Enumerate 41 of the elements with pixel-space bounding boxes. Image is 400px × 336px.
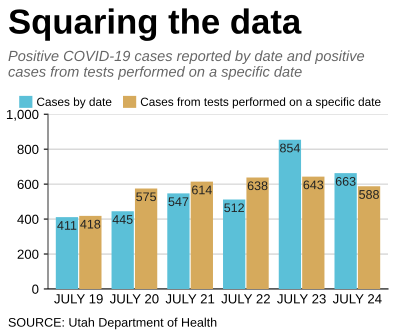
- x-tick-label: JULY 21: [166, 294, 214, 304]
- data-label: 418: [80, 220, 100, 229]
- data-label: 643: [304, 180, 324, 190]
- data-label: 614: [192, 186, 212, 194]
- bar: [56, 217, 78, 289]
- x-tick-label: JULY 19: [54, 294, 103, 304]
- data-label: 575: [136, 192, 156, 202]
- bar: [79, 216, 102, 289]
- bar: [358, 186, 380, 289]
- legend-label: Cases by date: [37, 97, 112, 108]
- data-label: 854: [280, 144, 300, 152]
- y-tick-label: 400: [17, 214, 38, 224]
- bar: [190, 182, 213, 289]
- y-tick-label: 200: [18, 250, 38, 259]
- bar: [278, 140, 302, 289]
- y-tick-label: 600: [18, 180, 38, 190]
- bar: [246, 177, 269, 289]
- chart-title: Squaring the data: [9, 8, 302, 41]
- bar: [167, 193, 190, 289]
- y-tick-label: 0: [32, 284, 38, 294]
- bar: [334, 173, 357, 289]
- data-label: 512: [224, 203, 244, 212]
- x-tick-label: JULY 23: [277, 294, 326, 304]
- chart-subtitle: Positive COVID-19 cases reported by date and positive cases from tests performed on a specific date: [8, 50, 364, 80]
- data-label: 638: [248, 181, 268, 190]
- x-tick-label: JULY 20: [110, 294, 159, 304]
- data-label: 547: [168, 197, 188, 206]
- data-label: 445: [112, 215, 133, 224]
- data-label: 588: [359, 190, 379, 199]
- x-tick-label: JULY 24: [332, 294, 382, 304]
- y-tick-label: 800: [18, 144, 38, 154]
- bar: [134, 188, 158, 289]
- bar: [112, 211, 134, 289]
- y-tick-label: 1,000: [6, 110, 38, 121]
- data-label: 411: [57, 221, 76, 230]
- source-note: SOURCE: Utah Department of Health: [8, 318, 216, 330]
- bar: [302, 176, 324, 289]
- data-label: 663: [336, 176, 356, 186]
- x-tick-label: JULY 22: [221, 294, 270, 304]
- legend-label: Cases from tests performed on a specific date: [140, 97, 381, 108]
- bar: [223, 200, 246, 289]
